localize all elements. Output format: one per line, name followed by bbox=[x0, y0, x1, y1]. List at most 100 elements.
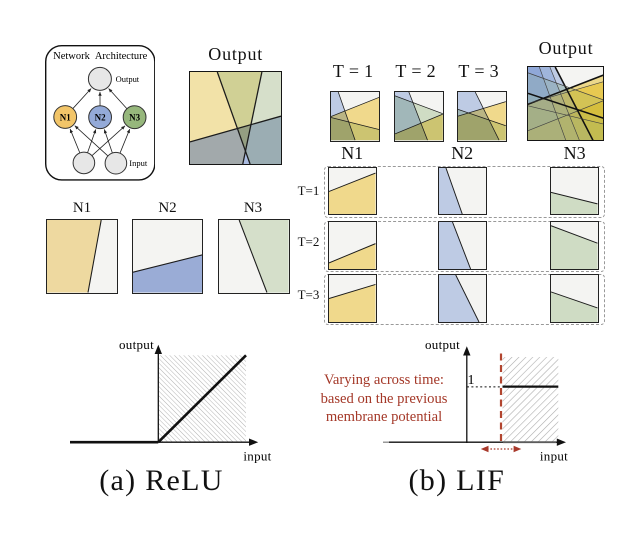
output-node bbox=[87, 67, 112, 92]
boundary-line bbox=[458, 109, 506, 127]
boundary-line bbox=[328, 173, 376, 193]
region-cell bbox=[551, 221, 598, 243]
node-label-n3: N3 bbox=[129, 113, 140, 123]
connection-arrowhead bbox=[120, 126, 125, 131]
boundary-line bbox=[554, 66, 594, 141]
region-cell bbox=[559, 89, 568, 94]
boundary-line bbox=[551, 225, 598, 244]
grid-panel-t3-n3 bbox=[550, 274, 599, 324]
relu-ylabel: output bbox=[119, 337, 154, 352]
static-panel-n3 bbox=[218, 219, 290, 294]
static-panel-n2 bbox=[131, 219, 204, 294]
boundary-line bbox=[458, 101, 506, 117]
boundary-line bbox=[330, 117, 379, 131]
region-cell bbox=[337, 92, 379, 112]
region-cell bbox=[329, 284, 376, 323]
lif-xlabel: input bbox=[540, 449, 568, 464]
region-cell bbox=[527, 118, 566, 141]
grid-panel-t3-n2 bbox=[438, 274, 487, 324]
t1-regions-panel bbox=[329, 91, 380, 142]
boundary-line bbox=[551, 192, 598, 205]
region-cell bbox=[577, 110, 604, 124]
region-cell bbox=[408, 92, 443, 115]
region-cell bbox=[551, 275, 598, 309]
relu-y-axis-arrowhead bbox=[154, 344, 162, 354]
connection-arrowhead bbox=[92, 129, 96, 134]
region-cell bbox=[420, 114, 443, 141]
grid-row-label-t3: T=3 bbox=[297, 287, 320, 302]
region-cell bbox=[394, 123, 428, 141]
relu-xlabel: input bbox=[243, 449, 271, 464]
boundary-line bbox=[551, 291, 598, 309]
boundary-line bbox=[527, 105, 604, 125]
lif-annotation-line-2: based on the previous bbox=[320, 390, 448, 407]
t1-header: T=1 bbox=[332, 61, 379, 81]
connection-arrowhead bbox=[108, 88, 112, 93]
region-cell bbox=[475, 92, 506, 109]
input-node-label: Input bbox=[129, 158, 148, 168]
grid-col-header-n1: N1 bbox=[341, 143, 364, 163]
boundary-line bbox=[216, 71, 251, 164]
input-node-1 bbox=[72, 151, 95, 175]
boundary-line bbox=[527, 74, 604, 105]
grid-panel-t1-n3 bbox=[550, 167, 599, 216]
boundary-line bbox=[337, 92, 356, 141]
region-cell bbox=[250, 71, 281, 125]
lif-annotation-line-3: membrane potential bbox=[325, 409, 443, 426]
region-cell bbox=[329, 168, 376, 192]
region-cell bbox=[330, 92, 345, 117]
region-cell bbox=[445, 168, 486, 215]
big-output-panel bbox=[526, 65, 605, 142]
boundary-line bbox=[527, 72, 604, 101]
region-cell bbox=[489, 120, 506, 141]
region-cell bbox=[551, 225, 598, 269]
lif-caption: (b) LIF bbox=[408, 464, 506, 497]
grid-panel-t2-n1 bbox=[328, 220, 377, 270]
node-label-n1: N1 bbox=[59, 113, 70, 123]
region-cell bbox=[189, 71, 237, 142]
network-architecture-diagram: Network Architecture N1 N2 N3 Output Inp… bbox=[44, 45, 155, 181]
t3-header: T=3 bbox=[458, 61, 504, 81]
t2-regions-panel bbox=[393, 91, 444, 142]
boundary-line bbox=[394, 114, 443, 135]
relu-caption: (a) ReLU bbox=[99, 464, 224, 497]
region-cell bbox=[527, 72, 550, 99]
region-cell bbox=[458, 92, 484, 114]
static-output-title: Output bbox=[208, 44, 264, 65]
output-node-label: Output bbox=[115, 74, 139, 84]
region-cell bbox=[527, 105, 558, 131]
grid-row-label-t2: T=2 bbox=[297, 234, 320, 249]
connection-arrowhead bbox=[126, 129, 130, 134]
input-node-2 bbox=[104, 152, 127, 175]
grid-col-header-n2: N2 bbox=[451, 143, 474, 163]
region-cell bbox=[452, 221, 486, 269]
grid-col-header-n3: N3 bbox=[563, 143, 586, 163]
boundary-line bbox=[455, 275, 480, 323]
lif-threshold-value: 1 bbox=[468, 373, 475, 388]
region-cell bbox=[329, 243, 376, 269]
boundary-line bbox=[527, 100, 604, 131]
region-cell bbox=[132, 220, 203, 273]
lif-ylabel: output bbox=[425, 337, 460, 352]
region-cell bbox=[557, 115, 579, 141]
region-cell bbox=[549, 66, 565, 87]
region-cell bbox=[236, 124, 251, 151]
static-panel-n1 bbox=[46, 219, 118, 294]
boundary-line bbox=[549, 66, 580, 141]
lif-x-axis-arrowhead bbox=[556, 438, 566, 446]
lif-y-axis-arrowhead bbox=[463, 346, 471, 356]
hidden-node-n3 bbox=[122, 105, 146, 130]
region-cell bbox=[458, 109, 469, 117]
boundary-line bbox=[328, 242, 376, 264]
boundary-line bbox=[445, 168, 463, 215]
region-cell bbox=[551, 192, 598, 215]
grid-panel-t1-n1 bbox=[328, 167, 377, 216]
connection-arrow bbox=[119, 129, 130, 154]
region-cell bbox=[344, 97, 379, 130]
connection-arrow bbox=[107, 88, 127, 110]
region-cell bbox=[551, 101, 569, 116]
region-cell bbox=[47, 220, 102, 293]
region-cell bbox=[455, 275, 486, 323]
connection-arrowhead bbox=[69, 129, 73, 134]
